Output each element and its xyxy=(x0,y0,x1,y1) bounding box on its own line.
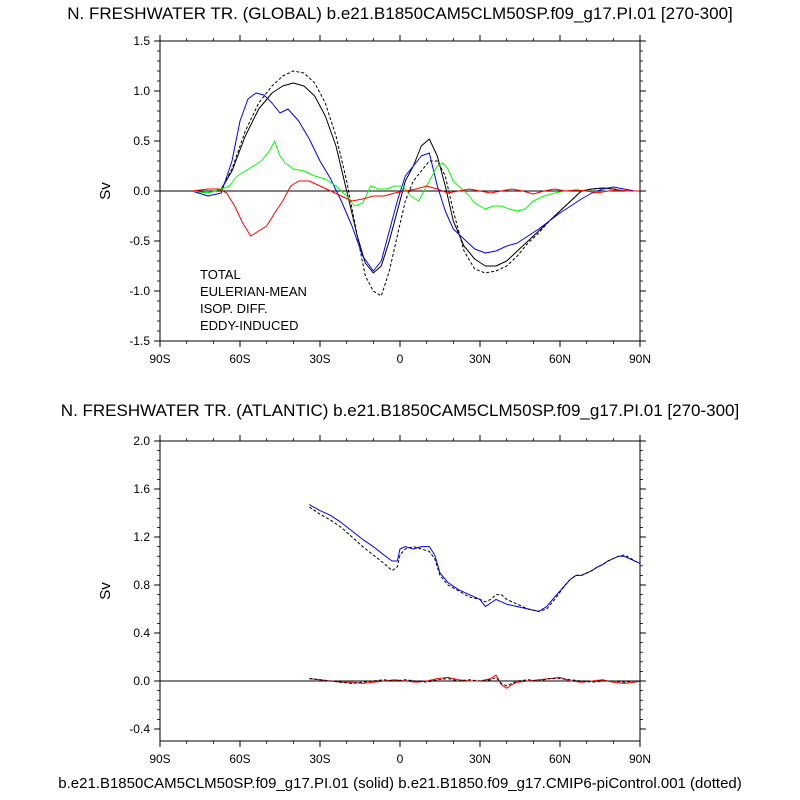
x-tick-label: 60S xyxy=(229,352,250,366)
plot-atlantic: -0.4 0.0 0.4 0.8 1.2 1.6 2.0 90S 60S 30S 0 30N 60N 90… xyxy=(97,434,651,766)
y-tick-label: 0.0 xyxy=(133,674,150,688)
x-tick-label: 90S xyxy=(149,352,170,366)
chart-title-global: N. FRESHWATER TR. (GLOBAL) b.e21.B1850CA… xyxy=(67,4,733,23)
y-tick-label: -1.5 xyxy=(129,334,150,348)
series-line-eulerian-mean xyxy=(191,92,635,272)
x-tick-label: 0 xyxy=(397,752,404,766)
y-tick-label: 1.2 xyxy=(133,530,150,544)
series-line-eddy-induced xyxy=(191,180,640,237)
x-tick-label: 90N xyxy=(629,352,651,366)
x-tick-label: 30N xyxy=(469,752,491,766)
y-tick-label: 0.0 xyxy=(133,184,150,198)
y-tick-label: -0.4 xyxy=(129,722,150,736)
y-tick-label: 1.0 xyxy=(133,84,150,98)
legend-entry-eddy-induced: EDDY-INDUCED xyxy=(200,318,298,333)
chart-title-atlantic: N. FRESHWATER TR. (ATLANTIC) b.e21.B1850… xyxy=(60,401,740,420)
legend-entry-isop-diff: ISOP. DIFF. xyxy=(200,301,268,316)
y-tick-label: 0.4 xyxy=(133,626,150,640)
x-tick-label: 30S xyxy=(309,752,330,766)
series-line-isop-diff xyxy=(191,140,640,212)
x-tick-label: 60N xyxy=(549,352,571,366)
plot-frame xyxy=(159,40,641,342)
series-line-eulerian-mean-control xyxy=(309,506,641,612)
series-line-eulerian-mean xyxy=(309,504,641,612)
series-line-total xyxy=(191,82,635,274)
legend-entry-total: TOTAL xyxy=(200,267,241,282)
y-tick-label: 2.0 xyxy=(133,434,150,448)
y-tick-label: 0.8 xyxy=(133,578,150,592)
y-axis-label: Sv xyxy=(97,182,114,200)
x-tick-label: 90S xyxy=(149,752,170,766)
x-tick-label: 0 xyxy=(397,352,404,366)
plot-global: -1.5 -1.0 -0.5 0.0 0.5 1.0 1.5 90S 60S 30S 0 30N 60N… xyxy=(97,34,651,366)
y-tick-label: 0.5 xyxy=(133,134,150,148)
y-tick-label: 1.5 xyxy=(133,34,150,48)
y-tick-label: 1.6 xyxy=(133,482,150,496)
y-axis-label: Sv xyxy=(97,582,114,600)
x-tick-label: 60S xyxy=(229,752,250,766)
chart-footer: b.e21.B1850CAM5CLM50SP.f09_g17.PI.01 (so… xyxy=(58,775,742,792)
plot-frame xyxy=(159,440,641,742)
x-tick-label: 60N xyxy=(549,752,571,766)
x-tick-label: 90N xyxy=(629,752,651,766)
y-tick-label: -0.5 xyxy=(129,234,150,248)
legend-entry-eulerian-mean: EULERIAN-MEAN xyxy=(200,284,307,299)
series-line-eddy-induced-control xyxy=(309,676,640,687)
series-line-total-control xyxy=(191,70,635,297)
x-tick-label: 30N xyxy=(469,352,491,366)
x-tick-label: 30S xyxy=(309,352,330,366)
y-tick-label: -1.0 xyxy=(129,284,150,298)
